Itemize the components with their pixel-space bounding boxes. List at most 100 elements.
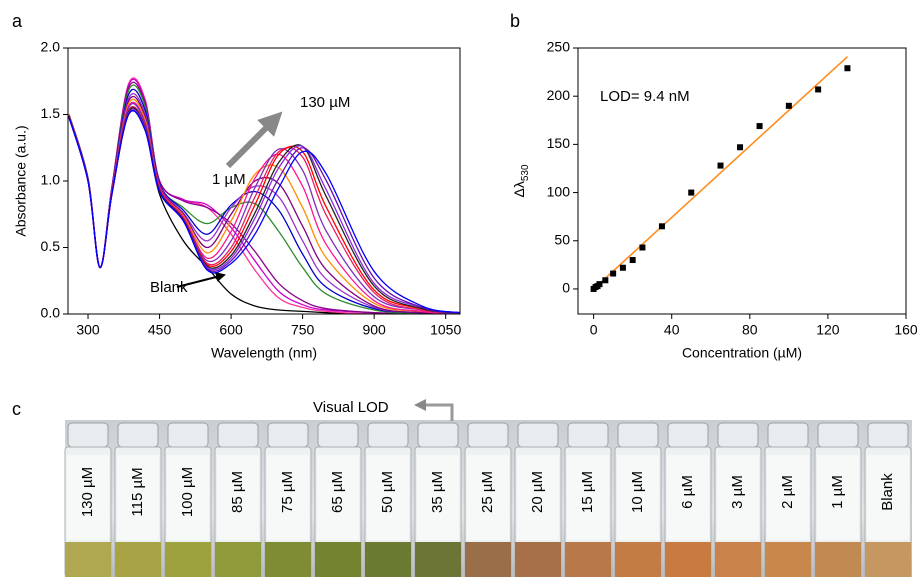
- lod-arrow: [414, 399, 454, 421]
- vial-cap: [67, 422, 109, 448]
- photo-annotation: Visual LOD: [313, 399, 389, 416]
- vial-solution: [565, 542, 611, 577]
- x-tick-label: 600: [219, 322, 243, 338]
- y-tick-label: 50: [554, 231, 570, 247]
- plot-area: [68, 77, 460, 314]
- vial-solution: [515, 542, 561, 577]
- x-tick-label: 80: [742, 322, 758, 338]
- y-tick-label: 0.0: [41, 305, 61, 321]
- vial-solution: [865, 542, 911, 577]
- vial-solution: [415, 542, 461, 577]
- x-tick-label: 1050: [430, 322, 461, 338]
- vial-label-sticker: [267, 455, 309, 540]
- y-tick-label: 200: [547, 87, 571, 103]
- vial-cap: [367, 422, 409, 448]
- y-tick-label: 1.0: [41, 172, 61, 188]
- vial-label-sticker: [817, 455, 859, 540]
- vial-cap: [167, 422, 209, 448]
- vial-label-sticker: [567, 455, 609, 540]
- y-tick-label: 150: [547, 135, 571, 151]
- y-axis-label-main: Δλ: [511, 181, 527, 197]
- y-tick-label: 0.5: [41, 238, 61, 254]
- vial-cap: [817, 422, 859, 448]
- vial-cap: [517, 422, 559, 448]
- plot: 0 40 80 120 160 0 50 100 150 200 250 Concentration …: [511, 39, 918, 361]
- y-tick-label: 2.0: [41, 39, 61, 55]
- vial-cap: [717, 422, 759, 448]
- vial-cap: [667, 422, 709, 448]
- vial-label: Blank: [879, 473, 896, 511]
- x-axis-label: Concentration (µM): [682, 345, 802, 361]
- vial-solution: [615, 542, 661, 577]
- x-tick-label: 450: [148, 322, 172, 338]
- vial-label-sticker: [167, 455, 209, 540]
- vial-label: 15 µM: [579, 471, 596, 513]
- x-axis-label: Wavelength (nm): [211, 345, 317, 361]
- plot: 300 450 600 750 900 1050 0.0 0.5 1.0 1.5 2.0 Wavele…: [13, 39, 462, 361]
- fit-line: [593, 56, 848, 290]
- x-tick-label: 120: [816, 322, 840, 338]
- point: [844, 65, 851, 72]
- point: [658, 223, 665, 230]
- vial-solution: [315, 542, 361, 577]
- vial-label-sticker: [417, 455, 459, 540]
- axes-frame: [67, 47, 461, 315]
- spectrum-line: [68, 84, 460, 314]
- vial-label: 6 µM: [679, 475, 696, 509]
- y-tick-label: 1.5: [41, 105, 61, 121]
- vial-label: 20 µM: [529, 471, 546, 513]
- vial-label: 100 µM: [179, 467, 196, 517]
- spectrum-line: [68, 110, 460, 314]
- y-axis-label: Absorbance (a.u.): [13, 125, 29, 236]
- vial-label-sticker: [317, 455, 359, 540]
- vial-solution: [215, 542, 261, 577]
- y-axis-label-sub: 530: [520, 164, 531, 181]
- point: [619, 264, 626, 271]
- vial-cap: [117, 422, 159, 448]
- vial-label: 85 µM: [229, 471, 246, 513]
- point: [596, 281, 603, 288]
- vial-label: 3 µM: [729, 475, 746, 509]
- vial-label: 35 µM: [429, 471, 446, 513]
- x-tick-label: 900: [362, 322, 386, 338]
- panel-label: c: [12, 399, 21, 419]
- vial-solution: [815, 542, 861, 577]
- point: [815, 86, 822, 93]
- vial-solution: [115, 542, 161, 577]
- spectrum-line: [68, 88, 460, 314]
- vial-label-sticker: [517, 455, 559, 540]
- vial-label-sticker: [767, 455, 809, 540]
- x-tick-label: 160: [894, 322, 918, 338]
- vial-label-sticker: [367, 455, 409, 540]
- vial-label-sticker: [467, 455, 509, 540]
- point: [688, 189, 695, 196]
- vial-cap: [867, 422, 909, 448]
- vial-label: 1 µM: [829, 475, 846, 509]
- vial-label: 2 µM: [779, 475, 796, 509]
- panel-label: b: [510, 11, 520, 31]
- vial-solution: [665, 542, 711, 577]
- vial-cap: [317, 422, 359, 448]
- vial-solution: [65, 542, 111, 577]
- point: [737, 144, 744, 151]
- vial-label: 75 µM: [279, 471, 296, 513]
- annotation: 130 µM: [300, 94, 350, 111]
- vial-label-sticker: [717, 455, 759, 540]
- vial-solution: [265, 542, 311, 577]
- y-tick-label: 0: [562, 280, 570, 296]
- y-tick-label: 100: [547, 183, 571, 199]
- point: [602, 277, 609, 284]
- arrow: [176, 272, 226, 288]
- vial-label-sticker: [667, 455, 709, 540]
- vial-solution: [465, 542, 511, 577]
- vial-cap: [617, 422, 659, 448]
- vial-label: 65 µM: [329, 471, 346, 513]
- axes-frame: [577, 47, 907, 315]
- vial-label: 25 µM: [479, 471, 496, 513]
- vial-label-sticker: [217, 455, 259, 540]
- x-tick-label: 300: [76, 322, 100, 338]
- vial-cap: [567, 422, 609, 448]
- vial-solution: [765, 542, 811, 577]
- x-tick-label: 750: [291, 322, 315, 338]
